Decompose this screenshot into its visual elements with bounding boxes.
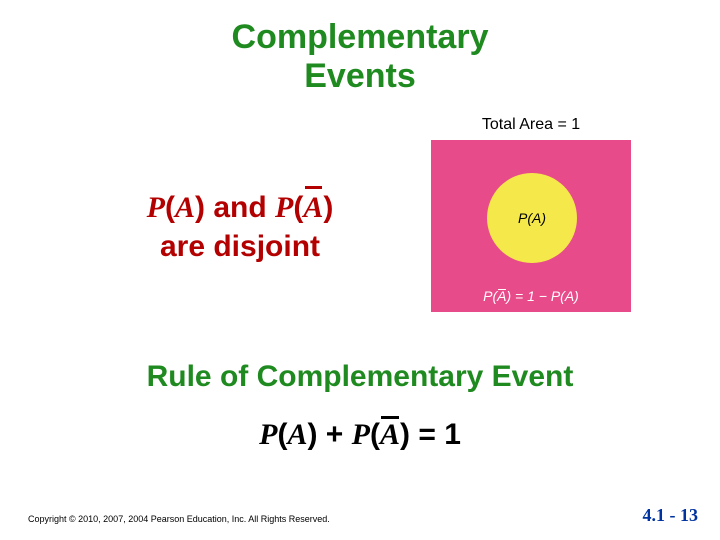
total-area-label: Total Area = 1 [426,116,636,134]
p-symbol: P [147,191,165,224]
slide-title: Complementary Events [0,18,720,96]
venn-diagram: Total Area = 1 P(A) P(A) = 1 − P(A) [426,116,636,312]
event-circle: P(A) [487,173,577,263]
title-line1: Complementary [232,18,489,56]
title-line2: Events [304,57,416,95]
rule-formula: P(A) + P(A) = 1 [0,418,720,452]
pa-label: P(A) [518,210,546,226]
slide: Complementary Events P(A) and P(A) are d… [0,0,720,540]
copyright-text: Copyright © 2010, 2007, 2004 Pearson Edu… [28,514,330,524]
sample-space-square: P(A) P(A) = 1 − P(A) [431,140,631,312]
page-number: 4.1 - 13 [643,505,699,526]
disjoint-statement: P(A) and P(A) are disjoint [85,188,395,266]
a-bar-symbol: A [303,188,323,227]
complement-formula: P(A) = 1 − P(A) [431,288,631,304]
disjoint-line2: are disjoint [160,230,320,263]
a-symbol: A [175,191,195,224]
and-text: and [205,191,275,224]
rule-heading: Rule of Complementary Event [0,360,720,394]
p-symbol-2: P [275,191,293,224]
